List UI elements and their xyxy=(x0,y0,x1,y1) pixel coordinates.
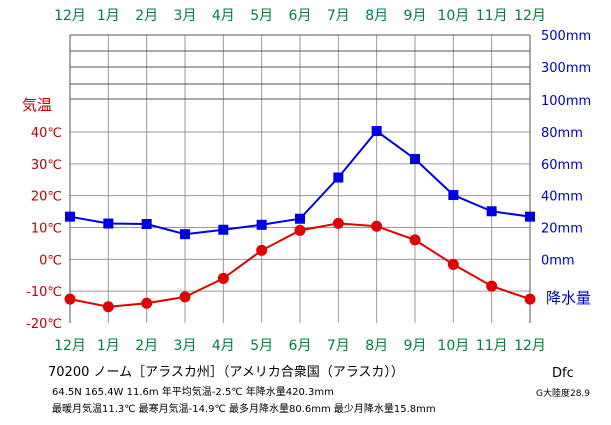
temperature-axis-title: 気温 xyxy=(22,96,52,114)
temperature-point xyxy=(294,224,306,236)
precipitation-tick-label: 20mm xyxy=(541,222,583,237)
month-label-bottom: 3月 xyxy=(174,338,197,354)
month-label-top: 4月 xyxy=(212,8,235,24)
precipitation-point xyxy=(180,229,190,240)
temperature-series xyxy=(64,217,536,313)
precipitation-tick-label: 500mm xyxy=(541,29,591,44)
month-label-bottom: 6月 xyxy=(289,338,312,354)
precipitation-axis: 500mm 300mm 100mm 80mm 60mm 40mm 20mm 0mm xyxy=(541,29,591,268)
month-label-top: 5月 xyxy=(250,8,273,24)
month-label-top: 8月 xyxy=(365,8,388,24)
precipitation-point xyxy=(448,190,459,201)
temperature-point xyxy=(371,220,383,232)
temperature-point xyxy=(141,297,153,309)
precipitation-axis-title: 降水量 xyxy=(546,289,591,307)
temperature-point xyxy=(409,234,421,246)
precipitation-point xyxy=(410,154,420,165)
month-label-bottom: 10月 xyxy=(437,338,469,354)
month-label-bottom: 2月 xyxy=(135,338,158,354)
temperature-tick-label: -10℃ xyxy=(26,285,62,300)
precipitation-tick-label: 0mm xyxy=(541,253,575,268)
month-label-top: 6月 xyxy=(289,8,312,24)
precipitation-point xyxy=(256,219,267,230)
month-label-bottom: 1月 xyxy=(97,338,120,354)
month-label-top: 9月 xyxy=(404,8,427,24)
month-label-top: 2月 xyxy=(135,8,158,24)
precipitation-tick-label: 100mm xyxy=(541,94,591,109)
temperature-axis: 40℃ 30℃ 20℃ 10℃ 0℃ -10℃ -20℃ xyxy=(26,126,62,332)
temperature-point xyxy=(217,272,229,284)
month-label-top: 3月 xyxy=(174,8,197,24)
month-label-top: 10月 xyxy=(437,8,469,24)
month-label-bottom: 11月 xyxy=(476,338,508,354)
month-label-bottom: 4月 xyxy=(212,338,235,354)
month-label-top: 7月 xyxy=(327,8,350,24)
precipitation-tick-label: 40mm xyxy=(541,190,583,205)
continentality-index: G大陸度28.9 xyxy=(536,389,591,399)
temperature-point xyxy=(524,293,536,305)
precipitation-point xyxy=(218,224,229,235)
station-summary-location: 64.5N 165.4W 11.6m 年平均気温-2.5℃ 年降水量420.3m… xyxy=(52,387,334,398)
precipitation-point xyxy=(371,126,382,137)
temperature-tick-label: 10℃ xyxy=(31,222,62,237)
month-label-bottom: 12月 xyxy=(54,338,86,354)
temperature-point xyxy=(256,244,268,256)
month-labels-bottom: 12月 1月 2月 3月 4月 5月 6月 7月 8月 9月 10月 11月 12月 xyxy=(54,338,546,354)
month-label-bottom: 12月 xyxy=(514,338,546,354)
month-label-bottom: 7月 xyxy=(327,338,350,354)
climate-classification: Dfc xyxy=(552,366,574,381)
precipitation-series xyxy=(65,126,535,240)
temperature-point xyxy=(64,293,76,305)
temperature-point xyxy=(332,217,344,229)
temperature-point xyxy=(486,280,498,292)
month-labels-top: 12月 1月 2月 3月 4月 5月 6月 7月 8月 9月 10月 11月 12月 xyxy=(54,8,546,24)
precipitation-point xyxy=(525,211,535,222)
plot-frame xyxy=(69,35,531,323)
month-label-bottom: 9月 xyxy=(404,338,427,354)
temperature-tick-label: -20℃ xyxy=(26,317,62,332)
precipitation-tick-label: 60mm xyxy=(541,158,583,173)
month-label-bottom: 8月 xyxy=(365,338,388,354)
temperature-point xyxy=(179,291,191,303)
grid xyxy=(70,34,530,323)
precipitation-point xyxy=(65,211,75,222)
temperature-tick-label: 40℃ xyxy=(31,126,62,141)
temperature-tick-label: 0℃ xyxy=(39,253,62,268)
temperature-point xyxy=(102,301,114,313)
station-title: 70200 ノーム［アラスカ州］（アメリカ合衆国（アラスカ）） xyxy=(48,365,404,380)
precipitation-point xyxy=(141,218,152,229)
month-label-top: 12月 xyxy=(54,8,86,24)
precipitation-point xyxy=(333,172,344,183)
month-label-top: 11月 xyxy=(476,8,508,24)
temperature-tick-label: 20℃ xyxy=(31,190,62,205)
precipitation-tick-label: 80mm xyxy=(541,126,583,141)
precipitation-tick-label: 300mm xyxy=(541,61,591,76)
month-label-top: 12月 xyxy=(514,8,546,24)
precipitation-point xyxy=(295,213,305,224)
temperature-tick-label: 30℃ xyxy=(31,158,62,173)
precipitation-point xyxy=(486,206,497,217)
precipitation-point xyxy=(103,218,114,229)
temperature-point xyxy=(447,258,459,270)
month-label-bottom: 5月 xyxy=(250,338,273,354)
station-summary-extremes: 最暖月気温11.3℃ 最寒月気温-14.9℃ 最多月降水量80.6mm 最少月降… xyxy=(52,404,436,415)
month-label-top: 1月 xyxy=(97,8,120,24)
